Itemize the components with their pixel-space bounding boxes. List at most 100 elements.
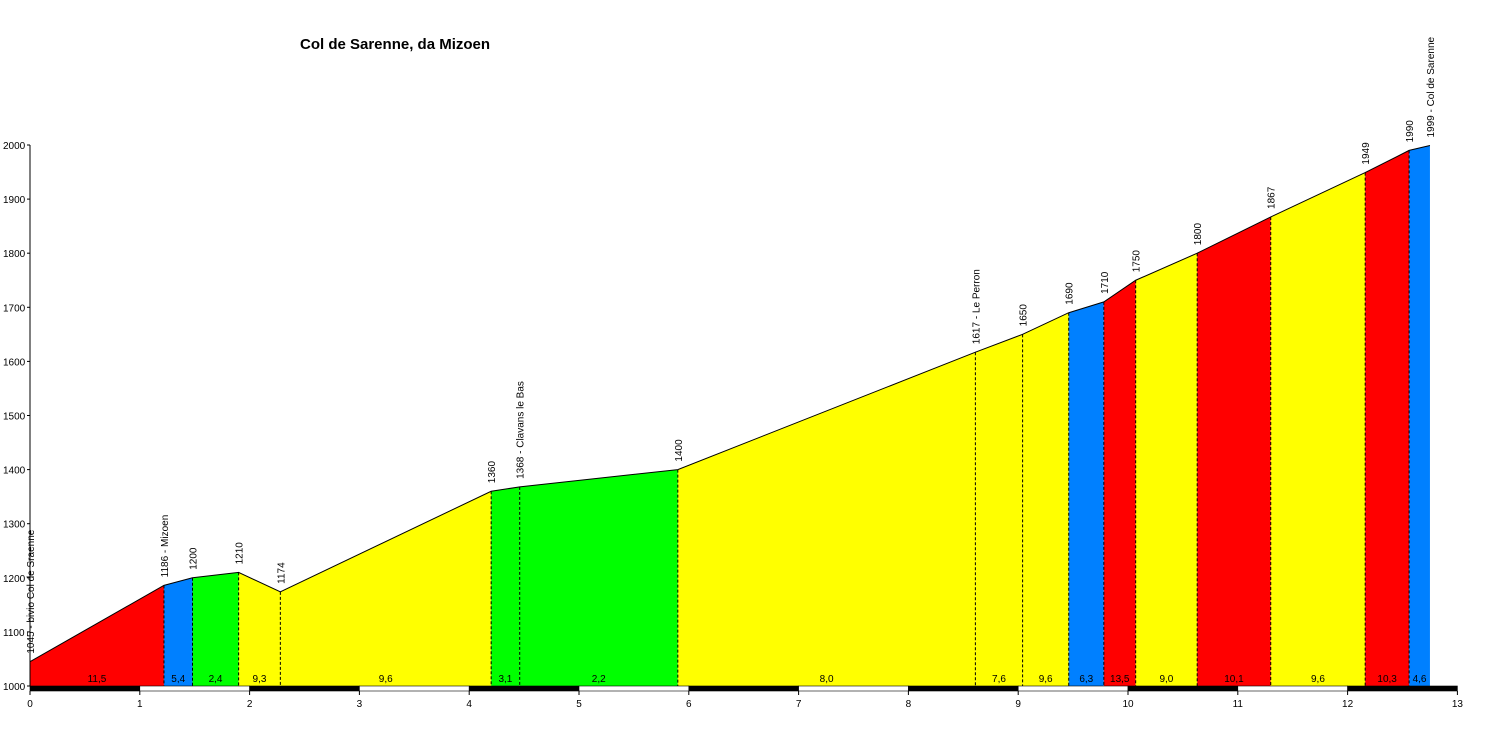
segment-area xyxy=(1135,253,1198,686)
x-tick-label: 13 xyxy=(1452,699,1464,710)
point-label: 1867 xyxy=(1267,186,1278,209)
gradient-label: 9,6 xyxy=(1039,674,1053,685)
y-axis-ticks: 1000 1100 1200 1300 1400 1500 1600 1700 1800 1900… xyxy=(3,141,30,693)
segment-area xyxy=(677,352,976,686)
y-tick-label: 1000 xyxy=(3,682,26,693)
y-tick-label: 1600 xyxy=(3,357,26,368)
point-label: 1360 xyxy=(487,461,498,484)
gradient-label: 13,5 xyxy=(1110,674,1130,685)
x-tick-label: 12 xyxy=(1342,699,1354,710)
y-tick-label: 1800 xyxy=(3,249,26,260)
segment-area xyxy=(1022,312,1069,686)
point-label: 1200 xyxy=(189,547,200,570)
point-label: 1949 xyxy=(1361,142,1372,165)
distance-bar-block xyxy=(578,685,690,692)
segment-area xyxy=(519,469,678,686)
chart-title: Col de Sarenne, da Mizoen xyxy=(300,36,491,53)
y-tick-label: 1200 xyxy=(3,574,26,585)
x-tick-label: 10 xyxy=(1122,699,1134,710)
point-labels: 1045 - bivio Col de Sraenne 1186 - Mizoen… xyxy=(26,36,1437,653)
y-tick-label: 1300 xyxy=(3,520,26,531)
distance-bar-block xyxy=(1017,685,1129,692)
x-tick-label: 8 xyxy=(906,699,912,710)
gradient-label: 4,6 xyxy=(1413,674,1427,685)
point-label: 1750 xyxy=(1132,250,1143,273)
segment-area xyxy=(1365,150,1410,686)
point-label: 1710 xyxy=(1100,271,1111,294)
distance-bar-block xyxy=(468,685,580,692)
segment-area xyxy=(491,486,520,686)
distance-bar-block xyxy=(1127,685,1239,692)
point-label: 1174 xyxy=(276,562,287,584)
distance-bar-block xyxy=(249,685,360,692)
x-axis-ticks: 0 1 2 3 4 5 6 7 8 9 10 11 12 13 xyxy=(27,691,1463,710)
segment-area xyxy=(1068,301,1104,686)
x-tick-label: 1 xyxy=(137,699,143,710)
x-tick-label: 11 xyxy=(1233,699,1244,710)
segment-dividers xyxy=(163,150,1410,686)
distance-bar-block xyxy=(1347,685,1458,692)
gradient-label: 6,3 xyxy=(1079,674,1093,685)
gradient-label: 2,4 xyxy=(209,674,223,685)
gradient-label: 2,2 xyxy=(592,674,606,685)
point-label: 1617 - Le Perron xyxy=(971,269,982,344)
x-tick-label: 9 xyxy=(1015,699,1021,710)
segment-area xyxy=(1409,145,1430,686)
x-tick-label: 0 xyxy=(27,699,33,710)
y-tick-label: 1400 xyxy=(3,466,26,477)
gradient-segments xyxy=(30,145,1430,686)
gradient-label: 7,6 xyxy=(992,674,1006,685)
distance-bar-block xyxy=(688,685,799,692)
gradient-label: 11,5 xyxy=(88,674,107,685)
y-tick-label: 2000 xyxy=(3,141,26,152)
gradient-label: 3,1 xyxy=(498,674,512,685)
segment-area xyxy=(30,585,164,686)
x-tick-label: 3 xyxy=(357,699,363,710)
gradient-labels: 11,5 5,4 2,4 9,3 9,6 3,1 2,2 8,0 7,6 9,6 6,3 13,5 9,… xyxy=(88,674,1427,685)
x-tick-label: 7 xyxy=(796,699,802,710)
gradient-label: 9,0 xyxy=(1159,674,1173,685)
point-label: 1690 xyxy=(1065,282,1076,305)
segment-area xyxy=(163,577,193,686)
point-label: 1999 - Col de Sarenne xyxy=(1426,36,1437,137)
gradient-label: 8,0 xyxy=(820,674,834,685)
point-label: 1368 - Clavans le Bas xyxy=(516,381,527,479)
point-label: 1045 - bivio Col de Sraenne xyxy=(26,529,37,653)
distance-bar-block xyxy=(359,685,470,692)
distance-bar-block xyxy=(798,685,909,692)
x-tick-label: 6 xyxy=(686,699,692,710)
segment-area xyxy=(975,334,1023,686)
distance-bar-block xyxy=(908,685,1019,692)
profile-outline xyxy=(29,145,1431,663)
segment-area xyxy=(238,572,281,686)
segment-area xyxy=(1103,280,1136,686)
point-label: 1186 - Mizoen xyxy=(160,515,171,578)
distance-scale-bar xyxy=(29,685,1458,692)
gradient-label: 9,3 xyxy=(253,674,267,685)
distance-bar-block xyxy=(29,685,141,692)
y-tick-label: 1700 xyxy=(3,303,26,314)
y-tick-label: 1100 xyxy=(3,628,25,639)
point-label: 1800 xyxy=(1193,223,1204,246)
point-label: 1990 xyxy=(1405,120,1416,143)
segment-area xyxy=(192,572,239,686)
point-label: 1400 xyxy=(674,439,685,462)
segment-area xyxy=(1197,216,1271,686)
gradient-label: 10,3 xyxy=(1377,674,1397,685)
distance-bar-block xyxy=(139,685,250,692)
segment-area xyxy=(280,491,492,686)
x-tick-label: 2 xyxy=(247,699,253,710)
x-tick-label: 4 xyxy=(466,699,472,710)
y-tick-label: 1500 xyxy=(3,412,26,423)
gradient-label: 5,4 xyxy=(171,674,185,685)
gradient-label: 9,6 xyxy=(1311,674,1325,685)
gradient-label: 9,6 xyxy=(379,674,393,685)
segment-area xyxy=(1270,172,1366,686)
distance-bar-block xyxy=(1237,685,1348,692)
x-tick-label: 5 xyxy=(576,699,582,710)
point-label: 1650 xyxy=(1019,304,1030,327)
y-tick-label: 1900 xyxy=(3,195,26,206)
point-label: 1210 xyxy=(235,542,246,565)
gradient-label: 10,1 xyxy=(1224,674,1244,685)
